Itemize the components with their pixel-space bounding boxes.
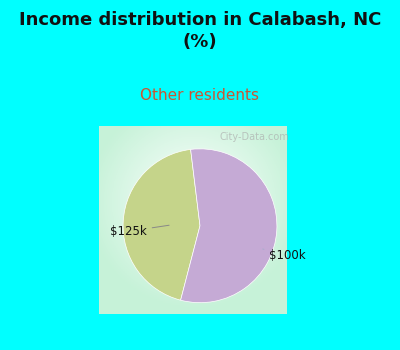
Text: Other residents: Other residents — [140, 88, 260, 103]
Wedge shape — [181, 149, 277, 303]
Text: $100k: $100k — [263, 249, 306, 262]
Text: Income distribution in Calabash, NC
(%): Income distribution in Calabash, NC (%) — [19, 11, 381, 51]
Text: $125k: $125k — [110, 225, 169, 238]
Text: City-Data.com: City-Data.com — [219, 132, 289, 142]
Wedge shape — [123, 149, 200, 300]
